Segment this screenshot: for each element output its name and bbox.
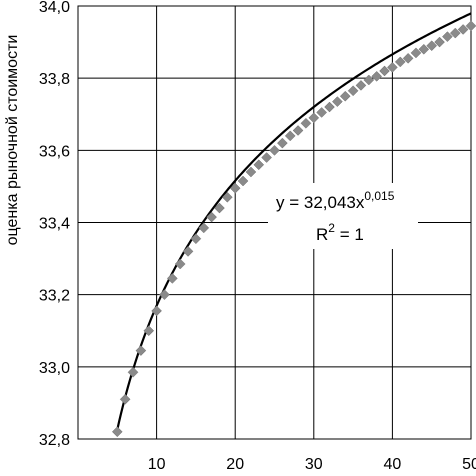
data-point <box>347 85 359 97</box>
data-point <box>418 43 430 55</box>
data-point <box>339 90 351 102</box>
equation-formula: y = 32,043x0,015 <box>276 189 395 212</box>
data-point <box>292 125 304 136</box>
data-point <box>182 246 194 257</box>
data-point <box>111 426 123 438</box>
data-point <box>449 27 461 39</box>
y-tick-label: 34,0 <box>39 0 70 16</box>
data-point <box>269 144 280 156</box>
x-tick-label: 10 <box>148 456 166 473</box>
r-squared-superscript: 2 <box>328 221 335 235</box>
equation-r-squared: R2 = 1 <box>316 221 364 244</box>
data-point <box>457 24 469 35</box>
trendline-equation: y = 32,043x0,015 R2 = 1 <box>268 183 418 249</box>
equation-exponent: 0,015 <box>364 189 394 203</box>
data-point <box>355 80 367 91</box>
data-point <box>166 273 178 284</box>
data-point <box>300 117 312 129</box>
data-point <box>253 159 265 171</box>
y-tick-label: 32,8 <box>39 432 70 449</box>
data-point <box>159 289 170 301</box>
data-point <box>324 101 335 113</box>
x-tick-label: 30 <box>305 456 323 473</box>
trendline-group <box>116 12 472 430</box>
y-tick-label: 33,8 <box>39 71 70 88</box>
data-point <box>119 393 131 405</box>
r-squared-label: R <box>316 225 328 244</box>
data-point <box>127 366 139 378</box>
x-tick-labels: 10 20 30 40 50 <box>148 456 476 473</box>
data-point <box>316 107 328 118</box>
data-point <box>190 233 202 245</box>
data-point <box>402 52 414 64</box>
data-point <box>394 56 406 68</box>
y-tick-label: 33,4 <box>39 216 70 233</box>
data-point <box>277 137 288 149</box>
data-point <box>308 112 320 124</box>
data-point <box>206 211 217 223</box>
data-point <box>151 305 162 317</box>
y-axis-label: оценка рыночной стоимости <box>4 35 21 246</box>
data-points <box>111 20 476 438</box>
data-point <box>237 175 249 187</box>
equation-background <box>268 183 418 249</box>
r-squared-value: = 1 <box>335 225 364 244</box>
data-point <box>387 61 398 73</box>
data-point <box>221 191 233 203</box>
data-point <box>426 40 438 52</box>
data-point <box>284 130 296 142</box>
data-point <box>198 222 210 234</box>
data-point <box>442 31 453 43</box>
data-point <box>379 65 390 77</box>
data-point <box>245 166 257 178</box>
x-tick-label: 20 <box>226 456 244 473</box>
plot-area-border <box>77 5 472 440</box>
y-tick-label: 33,0 <box>39 360 70 377</box>
data-point <box>261 152 272 163</box>
data-point <box>174 258 186 270</box>
x-tick-label: 40 <box>384 456 402 473</box>
trendline <box>116 12 472 430</box>
y-tick-label: 33,6 <box>39 143 70 160</box>
data-point <box>143 325 155 337</box>
equation-main: y = 32,043x <box>276 193 365 212</box>
y-tick-labels: 32,8 33,0 33,2 33,4 33,6 33,8 34,0 <box>39 0 70 449</box>
x-tick-label: 50 <box>462 456 476 473</box>
data-point <box>229 182 241 194</box>
data-point <box>465 20 476 32</box>
data-point <box>434 36 445 48</box>
data-point <box>371 71 383 82</box>
data-point <box>135 345 147 356</box>
data-point <box>214 202 225 214</box>
y-tick-label: 33,2 <box>39 288 70 305</box>
data-point <box>363 74 375 86</box>
data-point <box>410 47 422 59</box>
data-point <box>332 96 343 107</box>
